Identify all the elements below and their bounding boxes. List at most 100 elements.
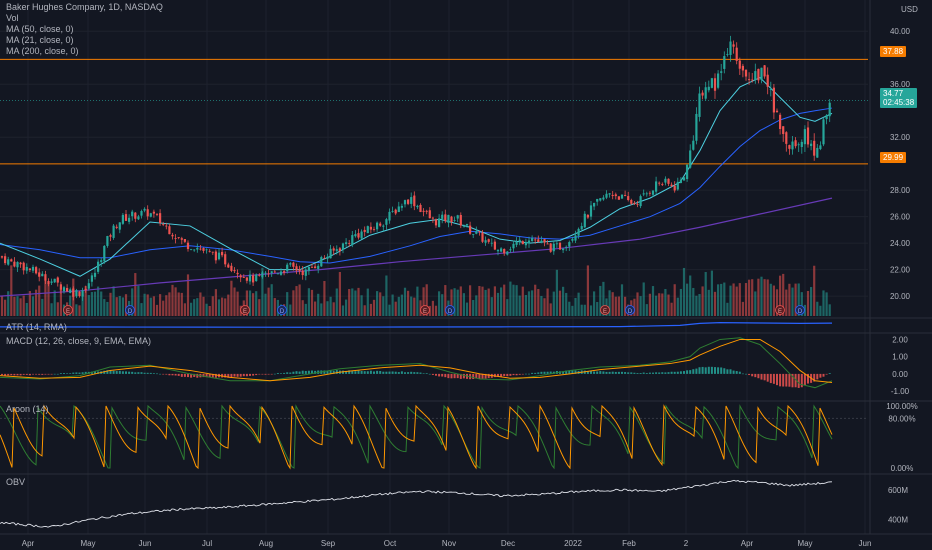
candle-body <box>456 215 459 219</box>
volume-bar <box>701 286 704 316</box>
candle-body <box>772 87 775 113</box>
candle-body <box>7 259 10 265</box>
candle-body <box>149 213 152 217</box>
macd-histogram-bar <box>760 373 763 380</box>
candle-body <box>500 248 503 252</box>
volume-bar <box>763 279 766 316</box>
candle-body <box>140 211 143 216</box>
volume-bar <box>676 297 679 316</box>
volume-bar <box>112 286 115 316</box>
macd-histogram-bar <box>602 371 605 374</box>
ma21-label[interactable]: MA (21, close, 0) <box>6 35 74 45</box>
volume-bar <box>298 284 301 316</box>
volume-bar <box>444 285 447 316</box>
candle-body <box>583 213 586 228</box>
macd-label[interactable]: MACD (12, 26, close, 9, EMA, EMA) <box>6 336 152 346</box>
candle-body <box>546 243 549 245</box>
candle-body <box>713 78 717 91</box>
macd-histogram-bar <box>714 367 716 374</box>
volume-bar <box>221 297 224 316</box>
macd-histogram-bar <box>729 369 732 374</box>
obv-line <box>0 479 833 528</box>
aroon-label[interactable]: Aroon (14) <box>6 404 49 414</box>
volume-bar <box>673 284 676 316</box>
volume-bar <box>741 301 744 316</box>
volume-bar <box>664 289 667 316</box>
macd-histogram-bar <box>112 370 115 374</box>
candle-body <box>242 277 245 278</box>
candle-body <box>190 249 193 251</box>
macd-histogram-bar <box>745 373 747 375</box>
volume-bar <box>245 290 248 316</box>
volume-bar <box>248 290 252 316</box>
candle-body <box>562 248 565 251</box>
macd-histogram-bar <box>230 373 233 377</box>
ma50-label[interactable]: MA (50, close, 0) <box>6 24 74 34</box>
candle-body <box>348 243 351 244</box>
volume-bar <box>571 305 574 316</box>
candle-body <box>62 287 66 292</box>
macd-histogram-bar <box>487 373 490 379</box>
candle-body <box>75 290 78 297</box>
macd-histogram-bar <box>10 373 13 376</box>
macd-histogram-bar <box>404 372 406 374</box>
volume-bar <box>648 293 651 316</box>
volume-bar <box>410 296 413 316</box>
candle-body <box>31 266 35 271</box>
macd-histogram-bar <box>314 370 317 374</box>
macd-histogram-bar <box>518 373 521 375</box>
macd-histogram-bar <box>549 371 552 374</box>
macd-histogram-bar <box>689 370 692 374</box>
candle-body <box>227 264 230 268</box>
dividend-marker <box>795 305 805 315</box>
volume-bar <box>689 275 692 316</box>
macd-histogram-bar <box>94 371 96 374</box>
macd-histogram-bar <box>125 371 127 374</box>
macd-histogram-bar <box>394 371 397 374</box>
volume-bar <box>546 288 549 316</box>
volume-bar <box>717 284 720 316</box>
candle-body <box>131 211 134 217</box>
symbol-title[interactable]: Baker Hughes Company, 1D, NASDAQ <box>6 2 163 12</box>
volume-bar <box>369 303 372 316</box>
candle-body <box>407 199 410 204</box>
volume-label[interactable]: Vol <box>6 13 19 23</box>
volume-bar <box>642 282 645 316</box>
earnings-marker-letter: E <box>778 309 782 315</box>
event-markers[interactable]: E E E E ED D D D D <box>63 305 805 316</box>
macd-histogram-bar <box>140 372 143 374</box>
candle-body <box>593 202 596 207</box>
candle-body <box>66 287 69 292</box>
atr-label[interactable]: ATR (14, RMA) <box>6 322 67 332</box>
candle-body <box>531 238 534 242</box>
volume-bar <box>202 296 205 316</box>
macd-histogram-bar <box>289 372 292 374</box>
candle-body <box>317 265 320 269</box>
currency-label: USD <box>901 5 918 14</box>
volume-bar <box>537 289 540 316</box>
macd-histogram-bar <box>524 373 527 375</box>
macd-histogram-bar <box>692 369 695 374</box>
candle-body <box>763 65 766 77</box>
macd-histogram-bar <box>621 371 623 374</box>
candle-body <box>205 249 208 251</box>
macd-histogram-bar <box>769 373 772 384</box>
macd-histogram-bar <box>599 371 602 374</box>
ma200-label[interactable]: MA (200, close, 0) <box>6 46 79 56</box>
macd-histogram-bar <box>187 373 189 378</box>
volume-bar <box>816 301 819 316</box>
macd-histogram-bar <box>369 370 372 374</box>
macd-histogram-bar <box>763 373 766 381</box>
obv-label[interactable]: OBV <box>6 477 26 487</box>
macd-histogram-bar <box>162 373 165 375</box>
macd-histogram-bar <box>1 373 3 376</box>
macd-histogram-bar <box>444 373 447 378</box>
candle-body <box>155 214 159 215</box>
volume-bar <box>44 280 47 316</box>
candle-body <box>124 214 128 221</box>
volume-bar <box>713 291 717 316</box>
macd-histogram-bar <box>673 371 676 374</box>
candle-body <box>35 267 38 274</box>
candle-body <box>465 224 469 226</box>
macd-histogram-bar <box>788 373 791 387</box>
